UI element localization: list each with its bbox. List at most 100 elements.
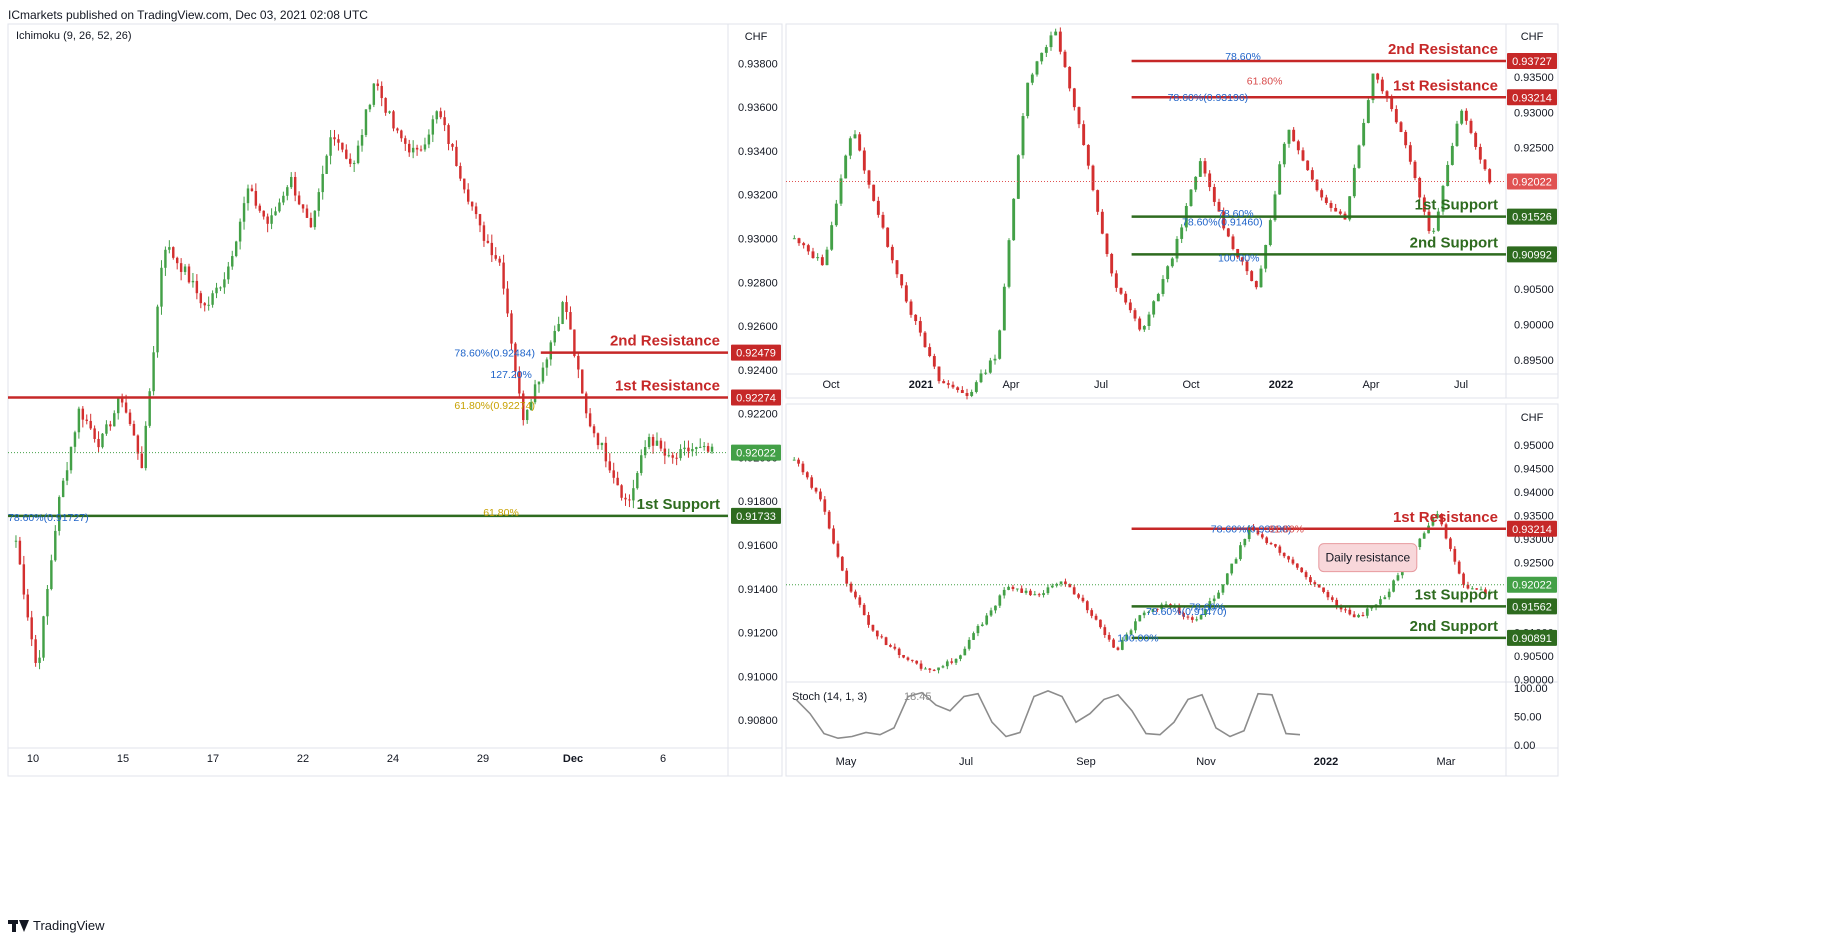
fib-label: 78.60%(0.91727) [8, 512, 89, 524]
candle-body [683, 447, 686, 450]
candle-body [965, 393, 969, 396]
x-tick-label: May [836, 756, 857, 768]
y-tick-label: 0.92500 [1514, 557, 1554, 569]
candle-body [960, 390, 964, 394]
candle-body [203, 303, 206, 306]
candle-body [924, 668, 927, 670]
candle-body [988, 360, 992, 373]
candle-body [1195, 619, 1199, 621]
top-right-frame [785, 23, 1559, 399]
candle-body [246, 188, 250, 204]
candle-body [1296, 141, 1300, 151]
candle-body [1269, 543, 1273, 545]
candle-body [482, 225, 486, 241]
candle-body [820, 257, 824, 266]
candle-body [1161, 279, 1165, 294]
candle-body [105, 424, 108, 434]
candle-body [1449, 538, 1452, 549]
candle-body [655, 440, 659, 446]
price-tag-bg [731, 389, 781, 406]
candle-body [337, 139, 340, 143]
candle-body [1120, 639, 1124, 650]
candle-body [792, 459, 796, 461]
candle-body [928, 347, 932, 357]
candle-body [494, 255, 497, 259]
candle-body [836, 543, 840, 557]
candle-body [124, 402, 128, 413]
candle-body [1462, 573, 1465, 585]
candle-body [914, 314, 918, 322]
candle-body [506, 288, 509, 314]
candle-body [1274, 544, 1277, 547]
candle-body [628, 499, 631, 501]
candle-body [950, 661, 954, 663]
candle-body [1435, 514, 1439, 519]
x-tick-label: 2022 [1269, 379, 1293, 391]
price-tag-label: 0.92022 [736, 448, 776, 460]
candle-body [980, 624, 984, 626]
candle-body [937, 667, 940, 671]
candle-body [101, 433, 104, 448]
currency-label: CHF [1521, 412, 1544, 424]
y-tick-label: 0.91600 [738, 540, 778, 552]
candle-body [1376, 73, 1380, 80]
candle-body [1133, 310, 1137, 319]
candle-body [1282, 143, 1286, 165]
candle-body [356, 145, 360, 164]
publisher-header: ICmarkets published on TradingView.com, … [8, 8, 368, 22]
candle-body [1231, 236, 1235, 249]
candles [792, 457, 1492, 674]
candle-body [195, 280, 199, 294]
y-tick-label: 0.93400 [738, 146, 778, 158]
candle-body [333, 137, 336, 140]
candle-body [1116, 647, 1120, 650]
candle-body [313, 210, 317, 228]
fib-label: 78.60% [1225, 51, 1261, 63]
fib-label: 78.60%(0.92484) [454, 347, 535, 359]
candle-body [408, 143, 411, 153]
y-tick-label: 0.92400 [738, 365, 778, 377]
candle-body [1475, 588, 1479, 590]
candle-body [30, 617, 33, 640]
candle-body [1147, 314, 1151, 327]
y-tick-label: 0.94500 [1514, 463, 1554, 475]
candle-body [1404, 131, 1408, 146]
candle-body [1217, 592, 1220, 599]
candle-body [801, 463, 805, 473]
candle-body [309, 217, 313, 228]
candle-body [1457, 561, 1461, 574]
candle-body [266, 216, 269, 224]
candle-body [1050, 585, 1054, 588]
candle-body [993, 358, 997, 361]
y-tick-label: 0.90500 [1514, 651, 1554, 663]
candle-body [1225, 573, 1229, 585]
stoch-y-tick: 50.00 [1514, 712, 1542, 724]
candle-body [592, 426, 596, 434]
candle-body [1177, 606, 1181, 613]
left-chart-panel: CHF Ichimoku (9, 26, 52, 26) 0.93800 0.9360… [8, 30, 781, 765]
top-right-chart-panel: CHF0.935000.930000.925000.920000.915000.… [786, 27, 1557, 400]
fib-label: 78.60%(0.93200) [1211, 523, 1292, 535]
price-tag-label: 0.91733 [736, 511, 776, 523]
price-tag-label: 0.93214 [1512, 92, 1552, 104]
candle-body [1230, 563, 1234, 574]
candle-body [862, 150, 866, 171]
tradingview-footer: TradingView [8, 918, 105, 933]
candle-body [1086, 145, 1090, 166]
candle-body [435, 111, 438, 120]
fib-label: 78.60% [1189, 601, 1225, 613]
price-tag-bg [1507, 520, 1557, 537]
candle-body [113, 413, 116, 427]
candle-body [989, 610, 993, 616]
x-tick-label: Sep [1076, 756, 1096, 768]
x-tick-label: 6 [660, 753, 666, 765]
candle-body [545, 359, 549, 368]
candle-body [514, 343, 517, 372]
candle-body [404, 138, 407, 144]
candle-body [1264, 244, 1268, 269]
candle-body [1387, 591, 1391, 598]
candle-body [109, 424, 112, 427]
candle-body [1287, 129, 1291, 144]
candle-body [97, 438, 100, 448]
candle-body [577, 355, 580, 370]
